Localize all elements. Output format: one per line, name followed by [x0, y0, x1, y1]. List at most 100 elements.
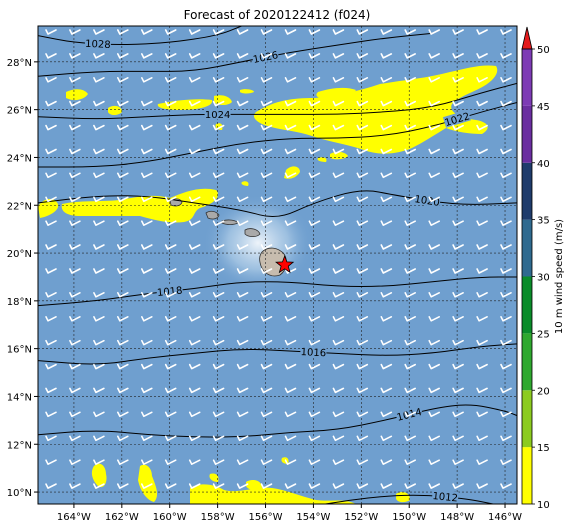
wind-barb — [428, 387, 440, 394]
wind-barb — [308, 172, 321, 179]
wind-barb — [260, 124, 273, 131]
wind-barb — [93, 339, 105, 346]
wind-barb — [428, 172, 440, 179]
wind-barb — [404, 411, 416, 418]
isobar-label-background — [413, 192, 441, 208]
wind-barb — [164, 53, 177, 59]
wind-barb — [212, 124, 225, 131]
wind-barb — [260, 172, 273, 179]
lon-tick-label: 158°W — [201, 512, 235, 523]
wind-barb — [236, 100, 249, 107]
wind-barb — [500, 53, 512, 59]
wind-barb — [141, 292, 153, 298]
wind-barb — [452, 435, 464, 442]
wind-barb — [476, 196, 488, 203]
shading-north-patch-c — [66, 89, 88, 101]
wind-barb — [476, 53, 488, 59]
wind-barb — [260, 244, 273, 250]
wind-barb — [404, 172, 416, 179]
wind-barb — [380, 196, 393, 203]
wind-barb — [212, 435, 225, 442]
wind-barb — [332, 292, 345, 298]
wind-barb — [93, 124, 105, 131]
wind-barb — [212, 244, 225, 250]
wind-barb — [45, 124, 57, 131]
wind-barb — [356, 387, 369, 394]
wind-barb — [260, 316, 273, 322]
wind-barb — [93, 363, 105, 370]
isobar-1022 — [38, 102, 517, 168]
wind-barb — [212, 292, 225, 298]
wind-barb — [164, 483, 177, 489]
wind-barb — [452, 29, 464, 35]
wind-barb — [69, 77, 81, 83]
wind-barb — [45, 363, 57, 370]
colorbar-tick-label: 50 — [537, 45, 550, 56]
isobar-label-group: 1024 — [204, 108, 231, 121]
wind-barb — [476, 100, 488, 107]
wind-barb — [284, 172, 297, 179]
shading-north-patch-a — [316, 87, 356, 100]
wind-barb — [164, 220, 177, 226]
wind-barb — [452, 411, 464, 418]
wind-barb — [188, 53, 201, 59]
wind-barb — [117, 339, 129, 346]
wind-barb — [404, 244, 416, 250]
wind-barb — [308, 244, 321, 250]
isobar-label: 1018 — [157, 286, 183, 299]
wind-barb — [117, 148, 129, 155]
isobar-label-group: 1018 — [156, 284, 184, 299]
colorbar-extend-arrow — [521, 26, 533, 50]
lat-tick-label: 12°N — [7, 440, 32, 451]
wind-barb — [117, 435, 129, 442]
wind-barb — [476, 172, 488, 179]
wind-barb — [45, 53, 57, 59]
wind-barb — [380, 363, 393, 370]
wind-barb — [284, 148, 297, 155]
wind-barb — [260, 29, 273, 35]
wind-barb — [117, 53, 129, 59]
shading-mid-patch-d — [241, 181, 249, 186]
wind-barb — [308, 29, 321, 35]
wind-barb — [260, 459, 273, 465]
isobar-label-background — [395, 405, 424, 423]
colorbar-tick-label: 35 — [537, 216, 550, 227]
colorbar-segment — [522, 333, 532, 391]
wind-barb — [141, 77, 153, 83]
isobar-label: 1028 — [85, 39, 111, 51]
wind-barb — [500, 363, 512, 370]
wind-barb — [212, 483, 225, 489]
wind-barb — [260, 196, 273, 203]
wind-barb — [476, 483, 488, 489]
wind-barb — [117, 411, 129, 418]
wind-barb — [164, 435, 177, 442]
wind-barb — [45, 29, 57, 35]
shading-south-patch-e — [209, 473, 219, 482]
wind-barb — [69, 339, 81, 346]
wind-barb — [141, 459, 153, 465]
wind-barb — [380, 316, 393, 322]
wind-barb — [117, 292, 129, 298]
wind-barb — [284, 220, 297, 226]
wind-barb — [452, 124, 464, 131]
wind-barb — [428, 459, 440, 465]
isobar-label-group: 1028 — [84, 37, 112, 51]
wind-barb — [428, 316, 440, 322]
wind-barb — [452, 268, 464, 274]
wind-barb — [284, 196, 297, 203]
colorbar-label: 10 m wind speed (m/s) — [554, 219, 565, 334]
wind-barb — [93, 268, 105, 274]
wind-barb — [500, 387, 512, 394]
wind-barb — [308, 363, 321, 370]
isobar-label: 1020 — [414, 194, 441, 209]
wind-barb — [332, 77, 345, 83]
shading-north-patch-e — [214, 95, 232, 105]
wind-barb — [500, 435, 512, 442]
wind-barb — [212, 268, 225, 274]
wind-barb — [141, 29, 153, 35]
wind-barb — [236, 339, 249, 346]
wind-barb — [404, 100, 416, 107]
wind-barb — [164, 459, 177, 465]
wind-barb — [500, 196, 512, 203]
wind-barb — [356, 100, 369, 107]
